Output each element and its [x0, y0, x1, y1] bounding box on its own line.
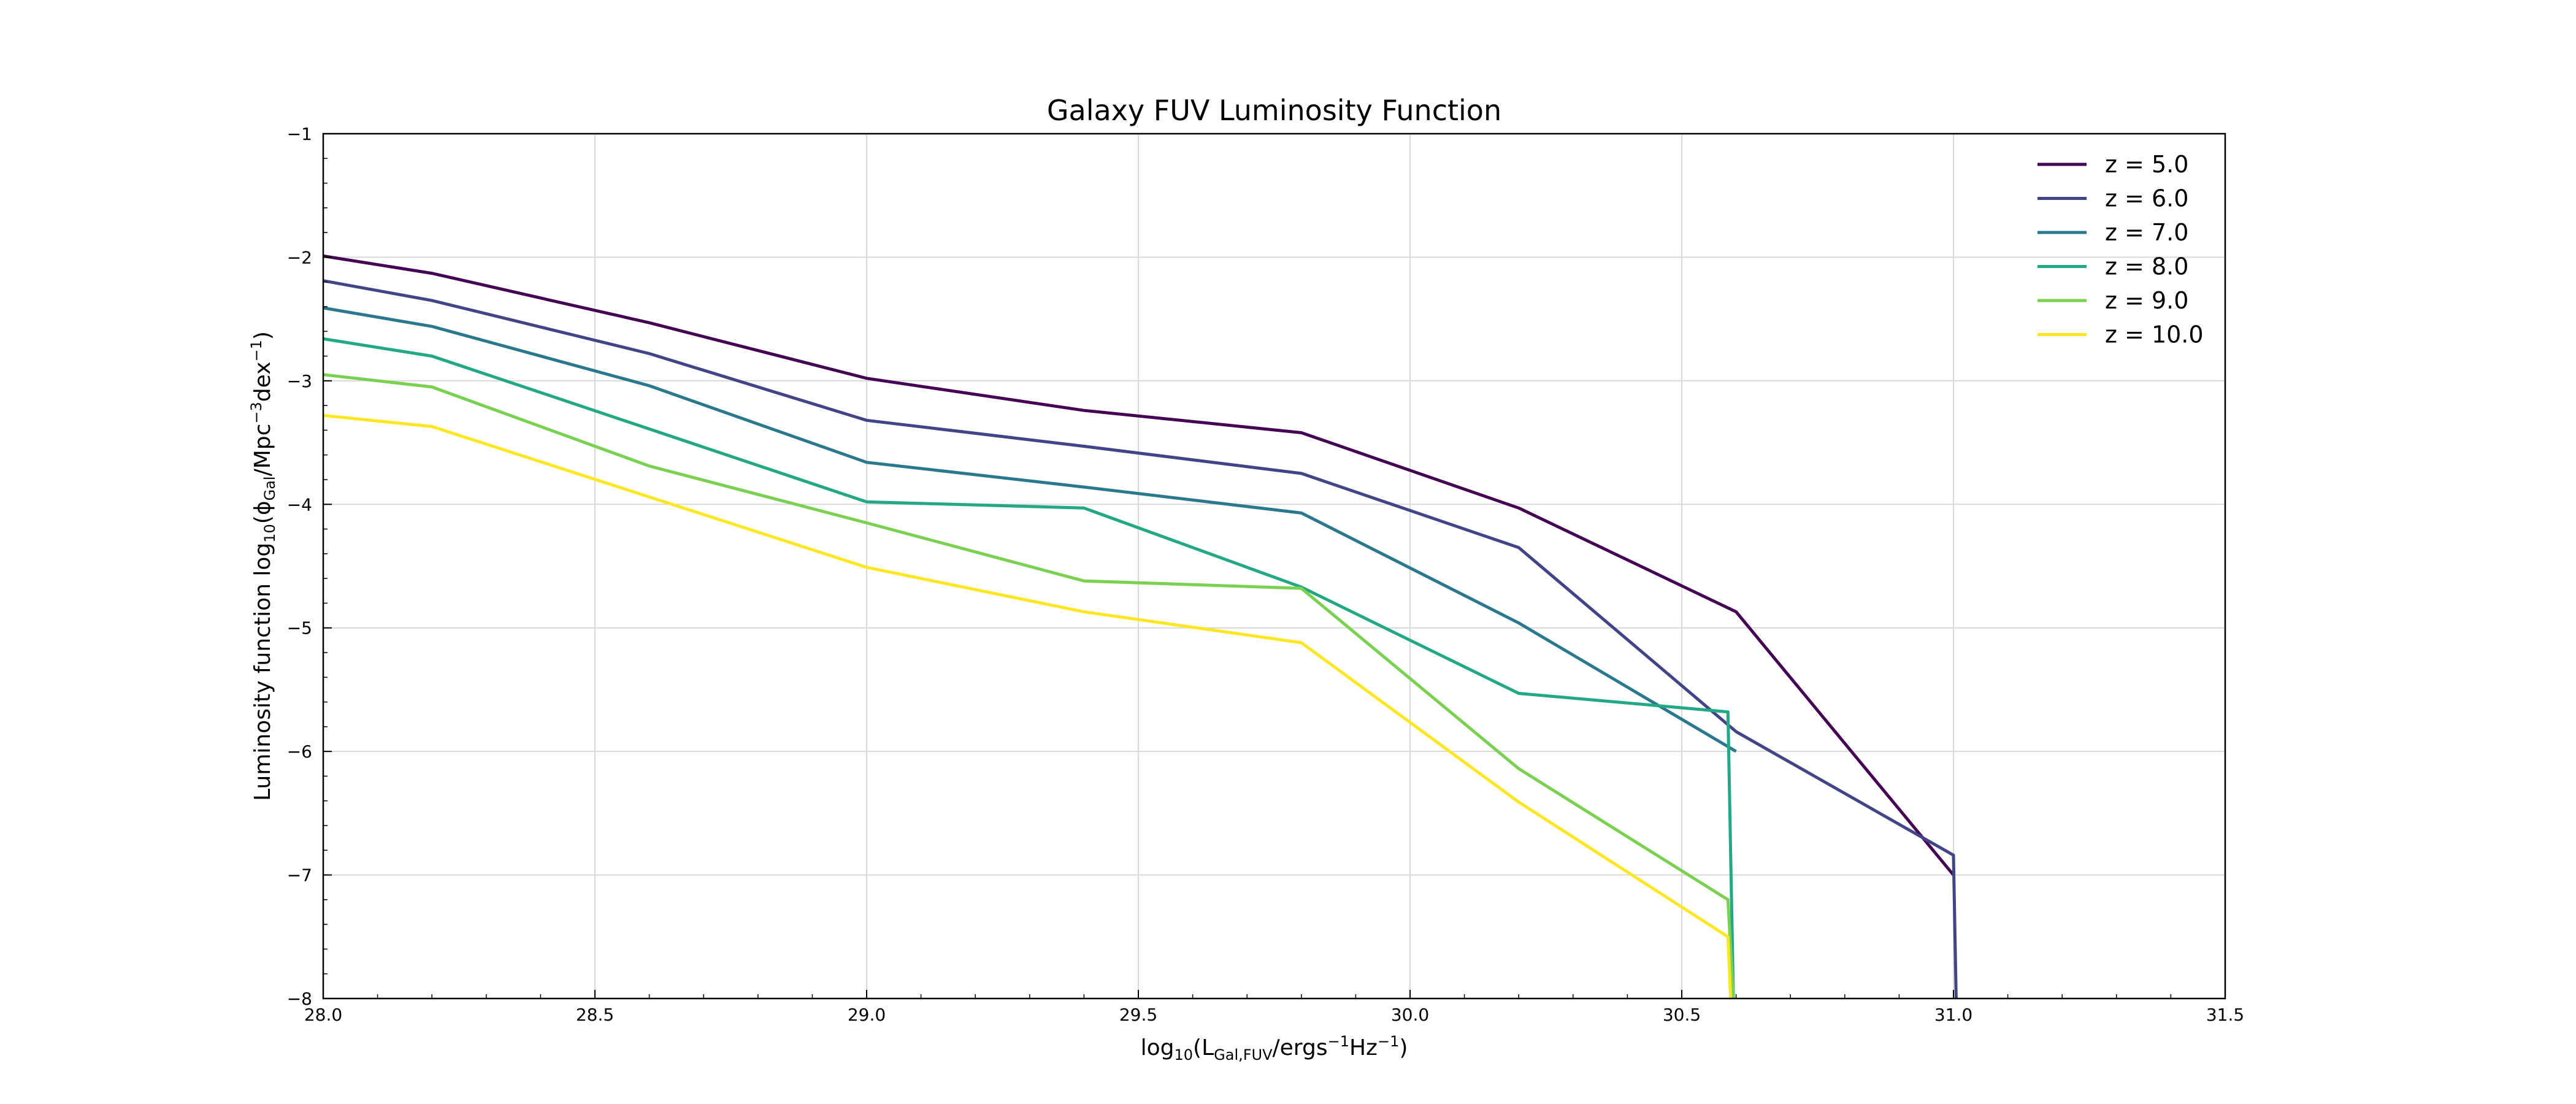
- x-tick-label: 31.0: [1934, 1005, 1972, 1025]
- y-tick-label: −8: [287, 989, 312, 1009]
- x-tick-label: 30.5: [1663, 1005, 1701, 1025]
- y-axis-label: Luminosity function log10(ϕGal/Mpc−3dex−…: [248, 331, 278, 801]
- legend-label: z = 6.0: [2105, 185, 2188, 212]
- x-axis-label: log10(LGal,FUV/ergs−1Hz−1): [1141, 1033, 1408, 1064]
- legend-label: z = 10.0: [2105, 321, 2204, 348]
- series-line-z-6-0: [323, 279, 1958, 999]
- x-tick-label: 30.0: [1391, 1005, 1429, 1025]
- legend-label: z = 9.0: [2105, 287, 2188, 314]
- series-line-z-5-0: [323, 254, 1955, 876]
- y-tick-label: −4: [287, 494, 312, 515]
- x-tick-label: 29.5: [1119, 1005, 1157, 1025]
- axis-ticks: 28.0 28.5 29.0 29.5 30.0 30.5 31.0 31.5 −8 −7 −6 −5…: [287, 124, 2244, 1025]
- y-tick-label: −7: [287, 865, 312, 886]
- x-tick-label: 31.5: [2206, 1005, 2244, 1025]
- legend-label: z = 5.0: [2105, 151, 2188, 178]
- y-tick-label: −6: [287, 742, 312, 762]
- chart-title: Galaxy FUV Luminosity Function: [1047, 94, 1501, 127]
- y-tick-label: −5: [287, 618, 312, 638]
- grid-lines: [323, 133, 2226, 999]
- y-tick-label: −3: [287, 371, 312, 391]
- y-tick-label: −1: [287, 124, 312, 144]
- x-tick-label: 29.0: [848, 1005, 886, 1025]
- x-tick-label: 28.0: [304, 1005, 342, 1025]
- series-lines: [323, 254, 1958, 999]
- y-tick-label: −2: [287, 247, 312, 267]
- x-tick-label: 28.5: [576, 1005, 614, 1025]
- legend-label: z = 8.0: [2105, 253, 2188, 280]
- plot-frame: [322, 132, 2226, 1000]
- series-line-z-7-0: [323, 306, 1737, 753]
- legend: z = 5.0 z = 6.0 z = 7.0 z = 8.0 z = 9.0 z = 1…: [2037, 151, 2204, 348]
- series-line-z-9-0: [323, 373, 1735, 999]
- series-line-z-8-0: [323, 337, 1735, 999]
- series-line-z-10-0: [323, 413, 1733, 999]
- legend-label: z = 7.0: [2105, 219, 2188, 246]
